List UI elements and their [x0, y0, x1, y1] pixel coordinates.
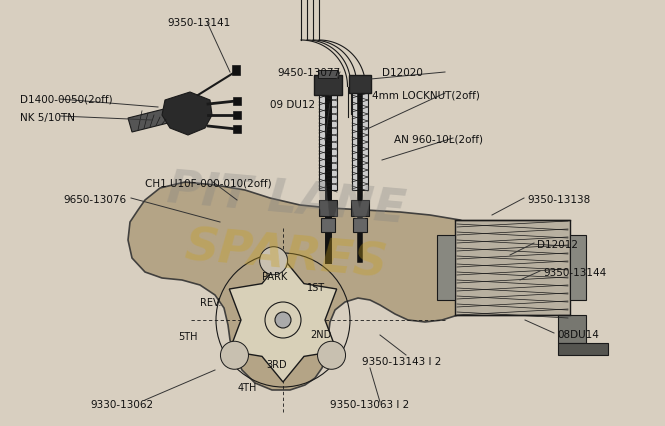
Text: 9350-13144: 9350-13144: [543, 268, 606, 278]
Text: AN 960-10L(2off): AN 960-10L(2off): [394, 135, 483, 145]
Circle shape: [318, 341, 346, 369]
FancyBboxPatch shape: [233, 97, 241, 105]
Text: 1ST: 1ST: [307, 283, 325, 293]
Text: 09 DU12: 09 DU12: [270, 100, 315, 110]
FancyBboxPatch shape: [319, 200, 337, 216]
Text: 2ND: 2ND: [310, 330, 331, 340]
Text: PIT LANE: PIT LANE: [165, 167, 407, 233]
Circle shape: [275, 312, 291, 328]
FancyBboxPatch shape: [558, 315, 586, 343]
Text: 9350-13141: 9350-13141: [167, 18, 230, 28]
Polygon shape: [229, 258, 336, 382]
Text: 9330-13062: 9330-13062: [90, 400, 153, 410]
FancyBboxPatch shape: [352, 92, 368, 190]
Circle shape: [221, 341, 249, 369]
Text: 9350-13143 I 2: 9350-13143 I 2: [362, 357, 442, 367]
Text: 4TH: 4TH: [238, 383, 257, 393]
Text: CH1 U10F-000-010(2off): CH1 U10F-000-010(2off): [145, 178, 271, 188]
Text: 5TH: 5TH: [178, 332, 198, 342]
FancyBboxPatch shape: [321, 218, 335, 232]
FancyBboxPatch shape: [233, 125, 241, 133]
Text: D12012: D12012: [537, 240, 578, 250]
Text: 4mm LOCKNUT(2off): 4mm LOCKNUT(2off): [372, 90, 480, 100]
FancyBboxPatch shape: [314, 75, 342, 95]
FancyBboxPatch shape: [232, 65, 240, 75]
FancyBboxPatch shape: [319, 92, 337, 190]
FancyBboxPatch shape: [437, 235, 455, 300]
Circle shape: [259, 247, 288, 275]
Text: D12020: D12020: [382, 68, 423, 78]
Text: 9450-13077: 9450-13077: [277, 68, 340, 78]
FancyBboxPatch shape: [349, 75, 371, 93]
Polygon shape: [128, 108, 172, 132]
Text: PARK: PARK: [262, 272, 287, 282]
FancyBboxPatch shape: [558, 343, 608, 355]
Text: REV.: REV.: [200, 298, 221, 308]
Text: SPARES: SPARES: [183, 225, 389, 287]
Text: D1400-0050(2off): D1400-0050(2off): [20, 95, 112, 105]
Text: NK 5/10TN: NK 5/10TN: [20, 113, 75, 123]
FancyBboxPatch shape: [455, 220, 570, 315]
Polygon shape: [162, 92, 212, 135]
FancyBboxPatch shape: [351, 200, 369, 216]
Polygon shape: [128, 182, 490, 390]
FancyBboxPatch shape: [233, 111, 241, 119]
Text: 08DU14: 08DU14: [557, 330, 599, 340]
FancyBboxPatch shape: [570, 235, 586, 300]
Text: 9650-13076: 9650-13076: [63, 195, 126, 205]
Text: 3RD: 3RD: [266, 360, 287, 370]
FancyBboxPatch shape: [353, 218, 367, 232]
FancyBboxPatch shape: [318, 70, 338, 78]
Text: 9350-13138: 9350-13138: [527, 195, 591, 205]
Text: 9350-13063 I 2: 9350-13063 I 2: [330, 400, 409, 410]
